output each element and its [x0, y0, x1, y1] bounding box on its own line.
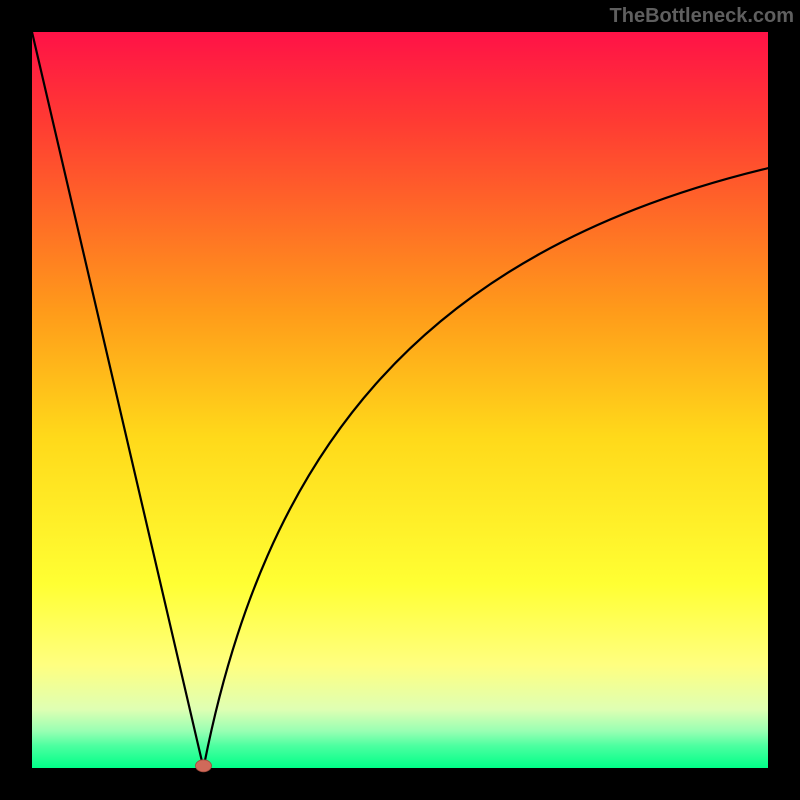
watermark-text: TheBottleneck.com [610, 5, 794, 28]
chart-svg [0, 0, 800, 800]
plot-gradient [32, 32, 768, 768]
chart-frame: TheBottleneck.com [0, 0, 800, 800]
minimum-marker [195, 760, 211, 772]
